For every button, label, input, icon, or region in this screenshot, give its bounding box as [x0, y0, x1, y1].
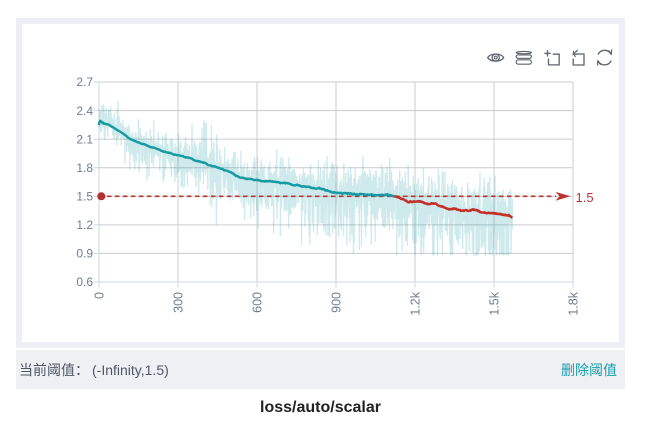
svg-text:600: 600 — [250, 292, 264, 313]
svg-text:1.5k: 1.5k — [487, 291, 501, 315]
svg-text:1.8: 1.8 — [76, 161, 93, 175]
svg-text:0.9: 0.9 — [76, 247, 93, 261]
svg-text:0: 0 — [92, 292, 106, 299]
svg-text:1.2k: 1.2k — [408, 291, 422, 315]
svg-text:1.2: 1.2 — [76, 218, 93, 232]
svg-text:2.7: 2.7 — [76, 75, 93, 89]
svg-text:900: 900 — [329, 292, 343, 313]
svg-text:2.1: 2.1 — [76, 132, 93, 146]
svg-text:2.4: 2.4 — [76, 104, 93, 118]
svg-text:300: 300 — [171, 292, 185, 313]
svg-text:1.8k: 1.8k — [566, 291, 580, 315]
svg-text:1.5: 1.5 — [76, 189, 93, 203]
svg-text:1.5: 1.5 — [576, 190, 594, 205]
svg-text:0.6: 0.6 — [76, 275, 93, 289]
